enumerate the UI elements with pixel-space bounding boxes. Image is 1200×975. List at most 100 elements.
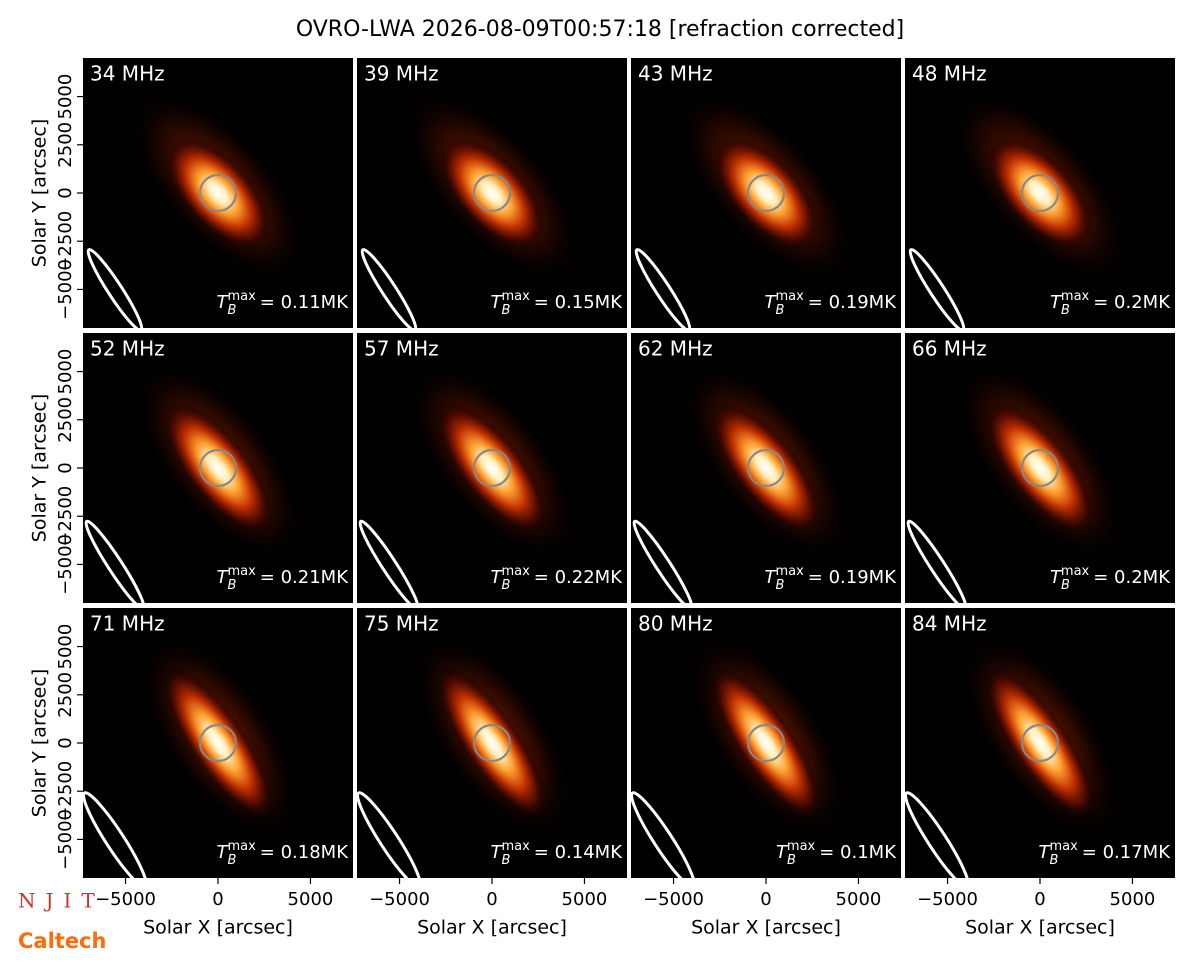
panel: 48 MHz TBmax = 0.2MK <box>905 58 1175 328</box>
tb-value: = 0.2MK <box>1093 567 1171 588</box>
tb-value: = 0.11MK <box>260 292 349 313</box>
x-tick-label: −5000 <box>369 889 430 910</box>
tb-symbol: T <box>765 292 778 313</box>
panel: 66 MHz TBmax = 0.2MK <box>905 333 1175 603</box>
tb-symbol: T <box>217 567 230 588</box>
y-axis-label: Solar Y [arcsec] <box>29 669 51 817</box>
beam <box>905 791 970 878</box>
tb-max-annotation: TBmax = 0.17MK <box>1039 839 1172 868</box>
tb-value: = 0.15MK <box>534 292 623 313</box>
y-tick-label: 0 <box>55 187 76 198</box>
tb-symbol: T <box>1050 567 1063 588</box>
tb-subscript: B <box>502 853 511 868</box>
tb-superscript: max <box>775 564 804 579</box>
panel: 84 MHz TBmax = 0.17MK <box>905 608 1175 878</box>
emission-core <box>165 137 271 249</box>
tb-max-annotation: TBmax = 0.11MK <box>217 289 350 318</box>
frequency-label: 75 MHz <box>364 612 439 636</box>
emission-core <box>713 137 819 249</box>
tb-value: = 0.17MK <box>1082 842 1171 863</box>
x-axis-label: Solar X [arcsec] <box>965 917 1115 939</box>
emission-core <box>987 137 1093 249</box>
frequency-label: 80 MHz <box>638 612 713 636</box>
panel: 80 MHz TBmax = 0.1MK <box>631 608 901 878</box>
panel: 62 MHz TBmax = 0.19MK <box>631 333 901 603</box>
y-tick-label: 5000 <box>55 74 76 120</box>
tb-subscript: B <box>776 578 785 593</box>
tb-value: = 0.1MK <box>819 842 897 863</box>
y-tick-label: 2500 <box>55 672 76 718</box>
solar-disk <box>198 448 238 488</box>
y-tick-label: −2500 <box>55 211 76 272</box>
tb-subscript: B <box>228 578 237 593</box>
tb-max-annotation: TBmax = 0.21MK <box>217 564 350 593</box>
x-tick-label: 5000 <box>562 889 608 910</box>
figure-title: OVRO-LWA 2026-08-09T00:57:18 [refraction… <box>296 17 904 42</box>
tb-max-annotation: TBmax = 0.15MK <box>491 289 624 318</box>
emission-core <box>437 668 547 818</box>
solar-disk <box>198 723 238 763</box>
x-tick-label: 5000 <box>1110 889 1156 910</box>
emission-core <box>711 668 821 818</box>
tb-symbol: T <box>1050 292 1063 313</box>
tb-superscript: max <box>501 839 530 854</box>
y-tick-label: 0 <box>55 462 76 473</box>
x-tick-label: −5000 <box>917 889 978 910</box>
tb-subscript: B <box>502 303 511 318</box>
frequency-label: 71 MHz <box>90 612 165 636</box>
tb-max-annotation: TBmax = 0.2MK <box>1050 289 1171 318</box>
tb-superscript: max <box>501 564 530 579</box>
x-axis-label: Solar X [arcsec] <box>417 917 567 939</box>
panel: 52 MHz TBmax = 0.21MK <box>83 333 353 603</box>
tb-value: = 0.14MK <box>534 842 623 863</box>
beam <box>84 519 146 603</box>
y-axis-label: Solar Y [arcsec] <box>29 119 51 267</box>
tb-symbol: T <box>1039 842 1052 863</box>
tb-max-annotation: TBmax = 0.22MK <box>491 564 624 593</box>
tb-subscript: B <box>228 853 237 868</box>
tb-subscript: B <box>1061 303 1070 318</box>
tb-symbol: T <box>491 567 504 588</box>
frequency-label: 48 MHz <box>912 62 987 86</box>
beam <box>908 248 966 328</box>
tb-max-annotation: TBmax = 0.19MK <box>765 289 898 318</box>
tb-value: = 0.21MK <box>260 567 349 588</box>
beam <box>358 519 420 603</box>
frequency-label: 84 MHz <box>912 612 987 636</box>
tb-symbol: T <box>776 842 789 863</box>
x-tick-label: −5000 <box>95 889 156 910</box>
solar-disk <box>1020 173 1060 213</box>
beam <box>631 791 696 878</box>
tb-symbol: T <box>765 567 778 588</box>
y-tick-label: −5000 <box>55 809 76 870</box>
emission-core <box>438 403 546 533</box>
panel: 39 MHz TBmax = 0.15MK <box>357 58 627 328</box>
tb-superscript: max <box>1049 839 1078 854</box>
tb-max-annotation: TBmax = 0.2MK <box>1050 564 1171 593</box>
solar-disk <box>198 173 238 213</box>
y-tick-label: 5000 <box>55 349 76 395</box>
tb-superscript: max <box>787 839 816 854</box>
y-axis-label: Solar Y [arcsec] <box>29 394 51 542</box>
panel: 71 MHz TBmax = 0.18MK <box>83 608 353 878</box>
frequency-label: 43 MHz <box>638 62 713 86</box>
panel: 34 MHz TBmax = 0.11MK <box>83 58 353 328</box>
y-tick-label: 2500 <box>55 397 76 443</box>
tb-superscript: max <box>227 564 256 579</box>
solar-disk <box>746 448 786 488</box>
tb-superscript: max <box>1061 564 1090 579</box>
tb-subscript: B <box>1050 853 1059 868</box>
emission-core <box>439 137 545 249</box>
x-tick-label: 5000 <box>288 889 334 910</box>
frequency-label: 62 MHz <box>638 337 713 361</box>
tb-superscript: max <box>1061 289 1090 304</box>
tb-symbol: T <box>491 292 504 313</box>
solar-disk <box>746 723 786 763</box>
frequency-label: 66 MHz <box>912 337 987 361</box>
solar-disk <box>472 723 512 763</box>
tb-max-annotation: TBmax = 0.18MK <box>217 839 350 868</box>
solar-disk <box>1020 448 1060 488</box>
solar-disk <box>746 173 786 213</box>
panel: 57 MHz TBmax = 0.22MK <box>357 333 627 603</box>
beam <box>634 248 692 328</box>
